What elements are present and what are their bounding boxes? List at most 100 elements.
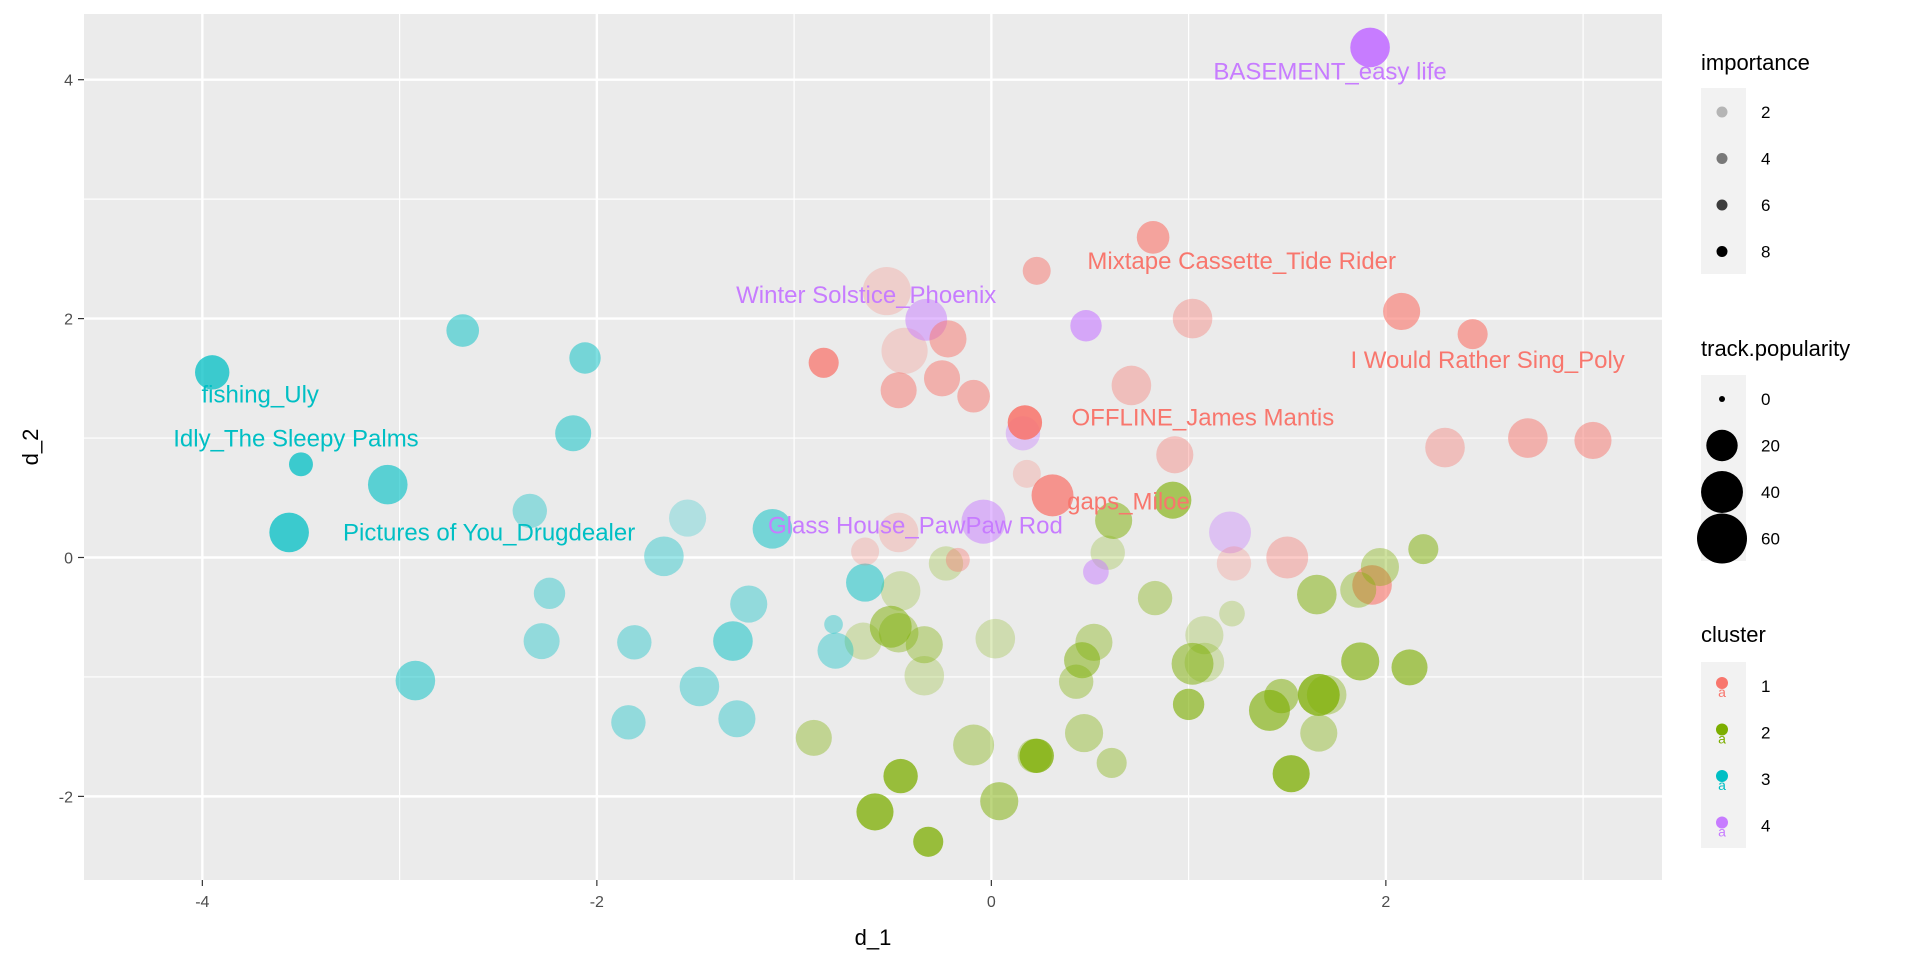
legend-importance: importance 2 4 6 8	[1701, 50, 1810, 274]
data-point	[856, 793, 894, 831]
legend-key-background	[1701, 88, 1746, 274]
point-label: OFFLINE_James Mantis	[1072, 405, 1335, 432]
data-point	[1264, 678, 1299, 714]
data-point	[905, 626, 943, 664]
data-point	[1340, 571, 1377, 608]
data-point	[844, 622, 882, 660]
data-point	[730, 585, 768, 623]
data-point	[817, 632, 854, 669]
data-point	[269, 512, 309, 553]
data-point	[1019, 738, 1054, 773]
data-point	[928, 546, 964, 581]
legend-label: 0	[1761, 390, 1770, 409]
legend-key	[1716, 677, 1728, 689]
legend-key-text: a	[1718, 777, 1726, 793]
point-label: Pictures of You_Drugdealer	[343, 519, 635, 546]
data-point	[1022, 256, 1051, 285]
data-point	[1137, 580, 1173, 616]
axes: -4 -2 0 2 -2 0 2 4	[59, 73, 1391, 911]
data-point	[1184, 642, 1225, 683]
data-point	[446, 314, 480, 347]
data-point	[1185, 616, 1224, 655]
point-label: fishing_Uly	[202, 381, 319, 408]
data-point	[1457, 319, 1488, 350]
legend-key	[1701, 471, 1743, 513]
point-label: Mixtape Cassette_Tide Rider	[1087, 248, 1396, 275]
data-point	[1425, 427, 1465, 468]
data-point	[617, 625, 652, 660]
data-point	[824, 615, 843, 634]
y-tick-label: 4	[64, 73, 73, 90]
legend-key	[1716, 723, 1728, 736]
data-point	[883, 758, 918, 794]
data-point	[1017, 738, 1052, 773]
data-point	[929, 320, 967, 358]
data-point	[1391, 649, 1428, 686]
data-point	[533, 577, 566, 610]
x-axis-title: d_1	[855, 925, 892, 950]
data-point	[1154, 481, 1192, 519]
data-point	[1064, 642, 1101, 679]
data-point	[1272, 755, 1310, 793]
data-point	[904, 655, 945, 696]
x-tick-label: -2	[590, 894, 604, 911]
data-point	[961, 499, 1006, 544]
data-point	[808, 347, 839, 378]
data-point	[1156, 436, 1194, 474]
legend-key-text: a	[1718, 731, 1726, 747]
data-point	[862, 267, 911, 316]
data-point	[795, 719, 832, 756]
data-point	[980, 782, 1019, 821]
data-point	[1352, 565, 1392, 605]
data-point	[881, 327, 928, 374]
data-point	[195, 355, 230, 390]
data-point	[1341, 642, 1380, 681]
data-point	[1031, 474, 1074, 517]
x-tick-label: 0	[987, 894, 996, 911]
data-point	[1171, 642, 1214, 685]
data-point	[1070, 310, 1102, 342]
legend-key	[1716, 199, 1728, 211]
legend-key	[1719, 396, 1725, 402]
legend-label: 6	[1761, 196, 1770, 215]
data-point	[1083, 558, 1109, 585]
x-tick-label: 2	[1381, 894, 1390, 911]
data-point	[1096, 747, 1127, 778]
data-point	[1216, 546, 1252, 581]
x-tick-label: -4	[195, 894, 209, 911]
legend-key	[1716, 816, 1728, 829]
major-gridlines	[84, 14, 1662, 880]
data-point	[288, 452, 313, 477]
data-point	[718, 700, 756, 738]
data-point	[1095, 501, 1133, 540]
data-point	[644, 536, 684, 577]
data-point	[1350, 27, 1390, 68]
data-point	[1007, 405, 1043, 440]
legend-label: 3	[1761, 770, 1770, 789]
legend-label: 8	[1761, 243, 1770, 262]
legend-cluster: cluster a 1 a 2 a 3 a 4	[1701, 622, 1770, 848]
data-point	[1408, 534, 1439, 565]
data-point	[953, 724, 995, 766]
data-point	[851, 537, 880, 566]
data-point	[1297, 673, 1340, 716]
y-tick-label: 0	[64, 550, 73, 567]
data-point	[957, 379, 990, 413]
point-label: gaps_Miloe	[1067, 488, 1190, 515]
point-label: I Would Rather Sing_Poly	[1350, 347, 1624, 374]
data-point	[878, 612, 919, 653]
data-point	[975, 618, 1016, 659]
data-point	[611, 705, 646, 740]
data-point	[1111, 365, 1152, 406]
data-point	[713, 621, 753, 661]
legend-key	[1716, 153, 1728, 164]
data-point	[1300, 714, 1338, 752]
legend-key	[1716, 246, 1728, 257]
data-point	[1064, 714, 1104, 753]
legend-title: cluster	[1701, 622, 1766, 647]
point-label: BASEMENT_easy life	[1213, 58, 1446, 85]
data-point	[367, 464, 408, 505]
data-point	[846, 563, 885, 602]
legend-label: 2	[1761, 724, 1770, 743]
